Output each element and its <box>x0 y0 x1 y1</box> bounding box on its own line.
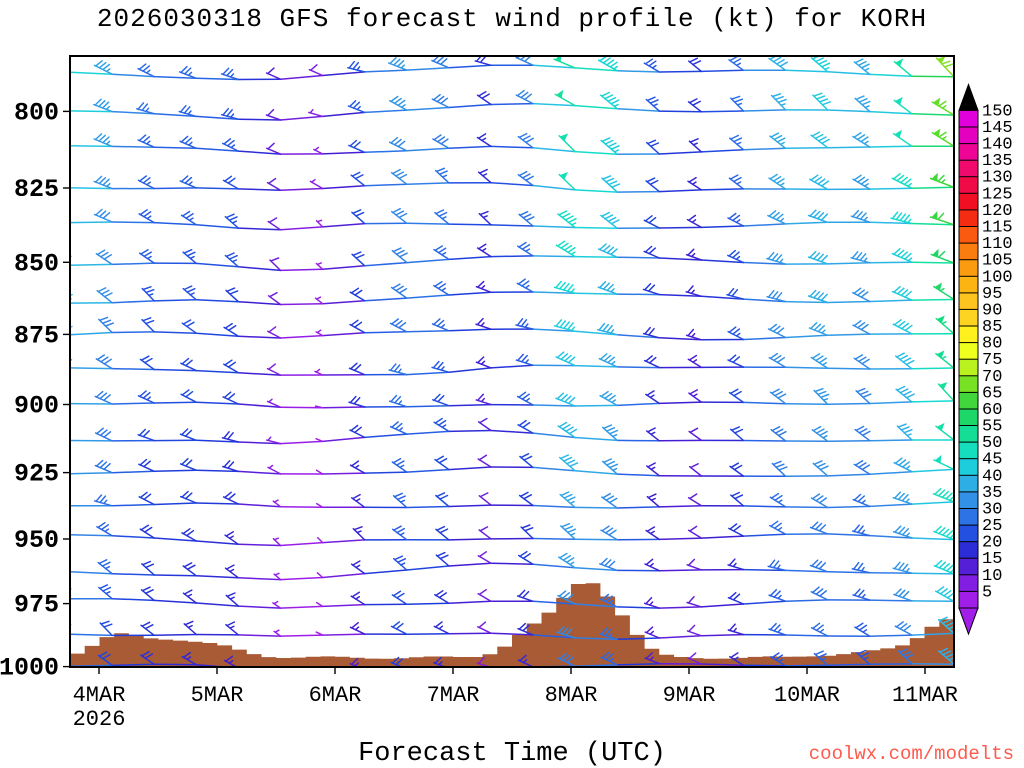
svg-text:950: 950 <box>14 526 59 555</box>
svg-text:850: 850 <box>14 249 59 278</box>
svg-text:10MAR: 10MAR <box>774 683 840 708</box>
svg-text:1000: 1000 <box>0 654 59 683</box>
svg-text:925: 925 <box>14 460 59 489</box>
svg-text:825: 825 <box>14 175 59 204</box>
svg-text:975: 975 <box>14 591 59 620</box>
svg-text:4MAR: 4MAR <box>73 683 126 708</box>
svg-text:5MAR: 5MAR <box>191 683 244 708</box>
svg-text:2026030318 GFS forecast wind p: 2026030318 GFS forecast wind profile (kt… <box>97 4 927 34</box>
svg-text:875: 875 <box>14 321 59 350</box>
svg-text:11MAR: 11MAR <box>892 683 958 708</box>
svg-text:coolwx.com/modelts: coolwx.com/modelts <box>809 743 1014 765</box>
svg-text:9MAR: 9MAR <box>663 683 716 708</box>
svg-text:8MAR: 8MAR <box>545 683 598 708</box>
svg-text:6MAR: 6MAR <box>309 683 362 708</box>
svg-text:800: 800 <box>14 98 59 127</box>
svg-text:2026: 2026 <box>73 707 126 732</box>
svg-text:5: 5 <box>982 583 992 602</box>
svg-text:900: 900 <box>14 392 59 421</box>
svg-text:Forecast Time (UTC): Forecast Time (UTC) <box>358 739 666 768</box>
svg-text:7MAR: 7MAR <box>427 683 480 708</box>
